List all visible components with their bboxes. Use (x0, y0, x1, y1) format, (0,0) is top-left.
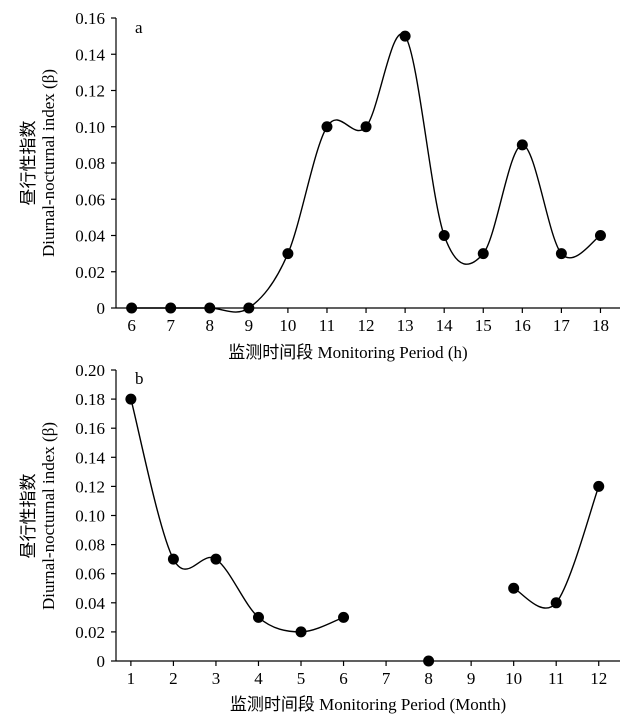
panel-b-x-tick-label: 4 (254, 669, 263, 688)
panel-b-data-point (252, 611, 264, 623)
panel-b-data-point (295, 626, 307, 638)
panel-a-y-axis-title-cn: 昼行性指数 (19, 121, 38, 206)
panel-b-y-tick-label: 0.08 (75, 536, 105, 555)
panel-a-y-tick-label: 0.06 (75, 190, 105, 209)
panel-a-data-point (516, 139, 528, 151)
panel-a-x-tick-label: 17 (553, 316, 571, 335)
panel-b-y-tick-label: 0.20 (75, 361, 105, 380)
panel-a-x-tick-label: 11 (319, 316, 335, 335)
panel-b-y-tick-label: 0.18 (75, 390, 105, 409)
panel-b-x-tick-label: 5 (297, 669, 306, 688)
panel-a: a 昼行性指数 Diurnal-nocturnal index (β) 监测时间… (19, 9, 620, 362)
panel-b-x-tick-label: 7 (382, 669, 391, 688)
panel-b-y-tick-label: 0.14 (75, 448, 105, 467)
panel-a-data-point (204, 302, 216, 314)
panel-a-letter: a (135, 18, 143, 37)
panel-b-series-curve (130, 398, 344, 633)
panel-a-data-point (165, 302, 177, 314)
panel-b-y-tick-label: 0.12 (75, 477, 105, 496)
panel-a-y-tick-label: 0.16 (75, 9, 105, 28)
panel-a-y-tick-label: 0.12 (75, 82, 105, 101)
panel-b-data-point (593, 480, 605, 492)
panel-b-data-point (550, 597, 562, 609)
panel-b-data-point (508, 582, 520, 594)
panel-b-data-point (167, 553, 179, 565)
panel-b-x-tick-label: 9 (467, 669, 476, 688)
panel-a-data-point (399, 30, 411, 42)
panel-a-data-point (477, 248, 489, 260)
panel-a-data-point (321, 121, 333, 133)
panel-b-x-tick-label: 10 (505, 669, 522, 688)
panel-a-data-point (282, 248, 294, 260)
panel-b-y-tick-label: 0.04 (75, 594, 105, 613)
panel-b-data-point (125, 393, 137, 405)
panel-b-y-axis-title-cn: 昼行性指数 (19, 474, 38, 559)
panel-b: b 昼行性指数 Diurnal-nocturnal index (β) 监测时间… (19, 361, 620, 714)
panel-b-y-axis-title-en: Diurnal-nocturnal index (β) (39, 422, 58, 610)
panel-b-x-tick-label: 2 (169, 669, 178, 688)
panel-a-series-curve (131, 33, 601, 313)
panel-b-y-tick-label: 0.06 (75, 565, 105, 584)
panel-a-x-axis-title: 监测时间段 Monitoring Period (h) (228, 343, 467, 362)
panel-a-y-tick-label: 0.08 (75, 154, 105, 173)
panel-b-y-tick-label: 0.10 (75, 507, 105, 526)
panel-b-letter: b (135, 369, 144, 388)
panel-a-x-tick-label: 12 (358, 316, 375, 335)
panel-b-y-tick-label: 0.02 (75, 623, 105, 642)
panel-b-x-axis-title: 监测时间段 Monitoring Period (Month) (230, 695, 506, 714)
panel-a-y-axis-title-en: Diurnal-nocturnal index (β) (39, 69, 58, 257)
panel-a-x-tick-label: 9 (245, 316, 254, 335)
panel-a-data-point (126, 302, 138, 314)
panel-b-x-tick-label: 1 (127, 669, 136, 688)
panel-a-x-tick-label: 14 (436, 316, 454, 335)
panel-a-y-tick-label: 0.14 (75, 45, 105, 64)
panel-b-x-tick-label: 8 (424, 669, 433, 688)
panel-a-y-tick-label: 0.04 (75, 227, 105, 246)
panel-a-x-tick-label: 6 (127, 316, 136, 335)
panel-a-x-tick-label: 16 (514, 316, 531, 335)
panel-a-y-tick-label: 0.02 (75, 263, 105, 282)
panel-a-x-tick-label: 15 (475, 316, 492, 335)
panel-a-y-axis-title: 昼行性指数 Diurnal-nocturnal index (β) (19, 69, 58, 257)
panel-a-x-tick-label: 13 (397, 316, 414, 335)
panel-a-x-tick-label: 7 (166, 316, 175, 335)
panel-b-x-tick-label: 3 (212, 669, 221, 688)
panel-a-x-tick-label: 10 (279, 316, 296, 335)
panel-b-x-tick-label: 6 (339, 669, 348, 688)
panel-a-data-point (243, 302, 255, 314)
panel-a-data-point (555, 248, 567, 260)
panel-a-x-tick-label: 8 (206, 316, 215, 335)
panel-b-x-tick-label: 11 (548, 669, 564, 688)
panel-b-data-point (423, 655, 435, 667)
panel-a-y-tick-label: 0 (97, 299, 106, 318)
panel-a-y-tick-label: 0.10 (75, 118, 105, 137)
panel-a-data-point (360, 121, 372, 133)
panel-a-data-point (594, 230, 606, 241)
panel-a-x-tick-label: 18 (592, 316, 609, 335)
panel-a-data-point (438, 230, 450, 241)
panel-b-series-curve (513, 486, 600, 609)
panel-b-data-point (338, 611, 350, 623)
panel-b-x-tick-label: 12 (590, 669, 607, 688)
panel-b-data-point (210, 553, 222, 565)
panel-b-y-tick-label: 0.16 (75, 419, 105, 438)
panel-b-y-tick-label: 0 (97, 652, 106, 671)
panel-b-y-axis-title: 昼行性指数 Diurnal-nocturnal index (β) (19, 422, 58, 610)
